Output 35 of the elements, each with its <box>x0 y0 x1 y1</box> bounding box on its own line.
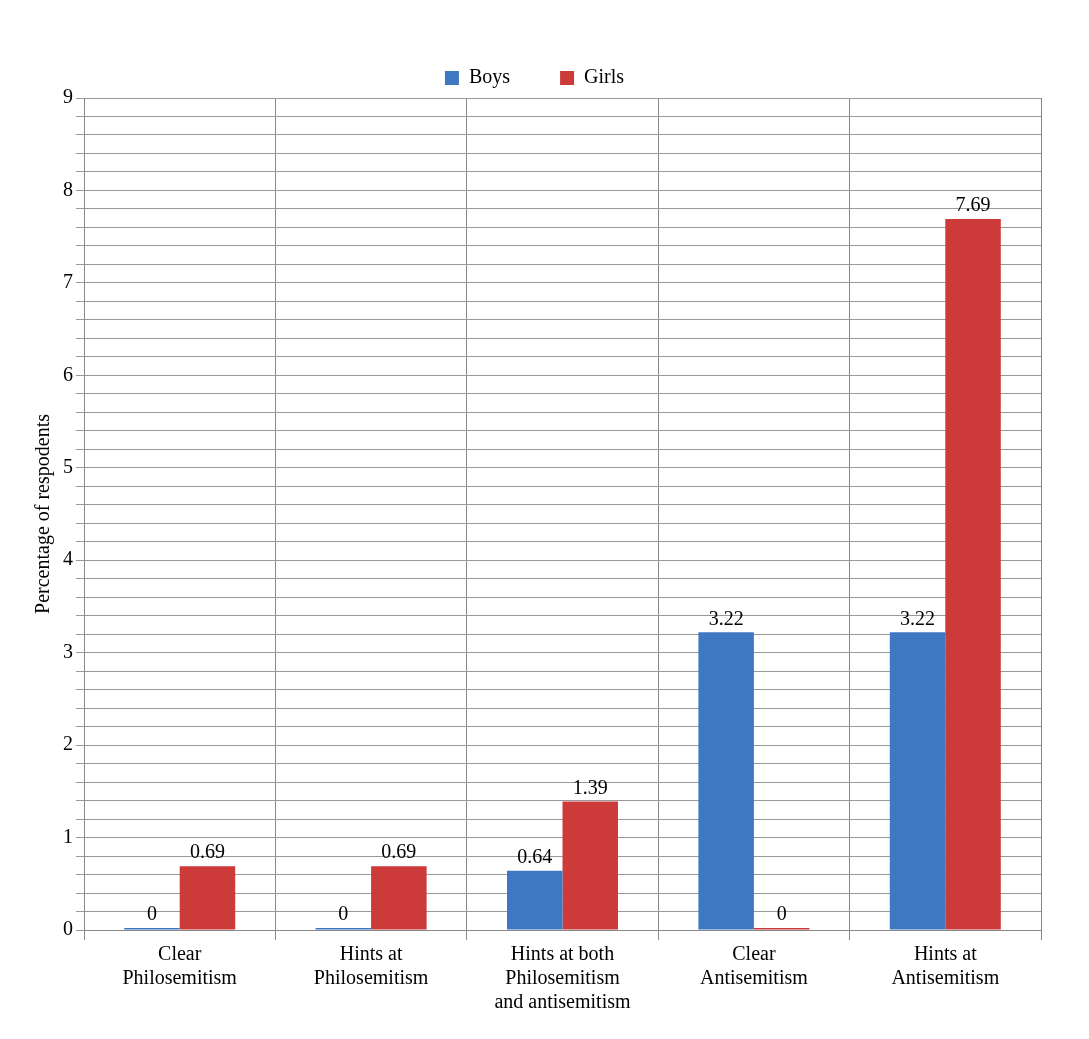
x-tick-label: Hints at Philosemitism <box>313 942 429 989</box>
data-label: 0 <box>146 902 157 925</box>
data-label: 0 <box>338 902 349 925</box>
data-label: 1.39 <box>572 775 608 798</box>
data-label: 3.22 <box>900 606 936 629</box>
x-tick-label: Hints at both Philosemitism and antisemitism <box>494 942 631 1013</box>
x-tick-label: Clear Antisemitism <box>700 942 809 989</box>
data-label: 0.69 <box>189 840 225 863</box>
data-label: 0 <box>776 902 787 925</box>
x-tick-label: Hints at Antisemitism <box>891 942 1000 989</box>
y-tick-label: 4 <box>63 547 73 570</box>
bar <box>371 866 427 930</box>
y-tick-label: 9 <box>63 85 73 108</box>
data-label: 3.22 <box>708 606 744 629</box>
legend-label: Girls <box>584 65 625 88</box>
bar <box>506 870 563 930</box>
y-tick-label: 0 <box>63 917 73 940</box>
data-label: 0.69 <box>381 840 417 863</box>
y-tick-label: 3 <box>63 639 73 662</box>
bar <box>698 632 754 930</box>
y-tick-label: 6 <box>63 362 73 385</box>
y-tick-label: 8 <box>63 177 73 200</box>
y-tick-label: 2 <box>63 732 73 755</box>
y-axis-title: Percentage of respodents <box>31 413 55 614</box>
bar <box>945 219 1001 930</box>
y-tick-label: 1 <box>63 824 73 847</box>
y-tick-label: 7 <box>63 270 73 293</box>
bar <box>889 632 946 930</box>
bar <box>562 801 619 930</box>
bar <box>179 866 236 930</box>
data-label: 7.69 <box>955 193 991 216</box>
legend-label: Boys <box>468 65 511 89</box>
x-tick-label: Clear Philosemitism <box>122 942 238 989</box>
data-label: 0.64 <box>517 845 553 868</box>
y-tick-label: 5 <box>63 455 73 478</box>
